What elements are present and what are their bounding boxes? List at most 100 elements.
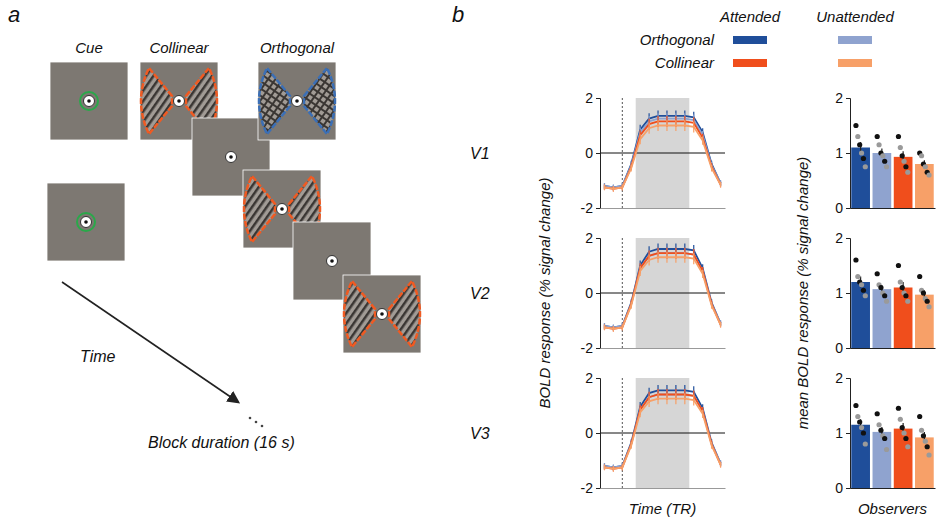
error-bar [622, 185, 623, 191]
error-bar [702, 137, 703, 145]
fixation-center [280, 207, 284, 211]
observer-dot [853, 257, 858, 262]
bar [873, 153, 892, 208]
tick: 2 [585, 370, 600, 386]
frame [343, 275, 421, 353]
fixation [84, 96, 95, 107]
legend-row: Orthogonal [640, 31, 715, 48]
y-axis-title: mean BOLD response (% signal change) [794, 157, 811, 430]
observer-dot [880, 153, 885, 158]
observer-dot [903, 436, 908, 441]
observer-dot [925, 444, 930, 449]
series-line [604, 399, 720, 469]
x-axis [851, 348, 936, 350]
fixation-center [330, 259, 334, 263]
tick-mark [846, 488, 850, 489]
series-line [604, 253, 720, 329]
observer-dot [853, 123, 858, 128]
error-bar [640, 266, 641, 276]
error-bar [604, 185, 605, 191]
tick-mark [846, 293, 850, 294]
observer-dot [898, 145, 903, 150]
axis-line [601, 348, 726, 349]
y-axis: -202 [581, 230, 601, 356]
fixation-center [84, 220, 88, 224]
tick: -2 [581, 480, 600, 496]
bar [915, 164, 934, 208]
error-bar [666, 252, 667, 263]
series-line [604, 116, 720, 188]
tick: 1 [835, 285, 850, 301]
observer-dot [882, 436, 887, 441]
bar-chart: 012 [835, 230, 935, 356]
fixation-center [380, 312, 384, 316]
axis-line [596, 379, 601, 489]
observer-dot [926, 304, 931, 309]
error-bar [702, 410, 703, 418]
axis-line [846, 239, 851, 349]
tick-label: -2 [581, 480, 594, 496]
tick-label: 1 [835, 285, 843, 301]
bar [894, 288, 913, 349]
plot-area [600, 238, 725, 348]
error-bar [613, 466, 614, 472]
frame-col [343, 275, 421, 353]
bar [851, 282, 870, 348]
tick-label: 0 [585, 285, 593, 301]
x-axis [851, 488, 936, 490]
fixation [81, 217, 92, 228]
tick-label: 2 [585, 370, 593, 386]
observer-dot [919, 428, 924, 433]
observer-dot [905, 170, 910, 175]
error-bar [613, 186, 614, 192]
bar [873, 289, 892, 348]
error-bar [631, 302, 632, 309]
observer-dot [884, 447, 889, 452]
observer-dot [917, 274, 922, 279]
error-bar [711, 165, 712, 172]
error-bar [622, 325, 623, 331]
tick-label: 0 [585, 425, 593, 441]
error-bar [666, 393, 667, 404]
observer-dot [919, 153, 924, 158]
tick-label: 1 [835, 145, 843, 161]
error-bar [675, 393, 676, 404]
axis-line [601, 488, 726, 489]
tick-label: 0 [835, 340, 843, 356]
tick-label: 2 [835, 370, 843, 386]
grating-wedge [141, 68, 172, 134]
observer-dot [923, 439, 928, 444]
error-bar [720, 322, 721, 328]
error-bar [622, 325, 623, 331]
error-bar [693, 121, 694, 132]
y-axis-title: BOLD response (% signal change) [536, 178, 553, 409]
series-line [604, 390, 720, 467]
error-bar [684, 120, 685, 131]
fixation-center [87, 99, 91, 103]
line-chart: -202V3 [470, 370, 726, 496]
observer-dot [917, 414, 922, 419]
ellipsis-dot [255, 421, 258, 424]
observer-dot [859, 150, 864, 155]
bar [873, 432, 892, 488]
observer-dot [875, 411, 880, 416]
observer-dot [876, 422, 881, 427]
tick-mark [596, 348, 600, 349]
bar [915, 437, 934, 488]
axis-line [851, 348, 936, 349]
tick-mark [846, 98, 850, 99]
tick-mark [596, 293, 600, 294]
bar-chart: 012 [835, 370, 935, 496]
observer-dot [896, 263, 901, 268]
error-bar [720, 182, 721, 188]
fixation [292, 96, 303, 107]
error-bar [675, 120, 676, 131]
figure: aCueCollinearOrthogonalTimeBlock duratio… [0, 0, 951, 531]
observer-dot [884, 299, 889, 304]
frame [47, 183, 125, 261]
observer-dot [855, 134, 860, 139]
tick: 2 [585, 90, 600, 106]
error-bar [622, 185, 623, 191]
grating-wedge [304, 68, 335, 134]
cue-ring [80, 92, 98, 110]
